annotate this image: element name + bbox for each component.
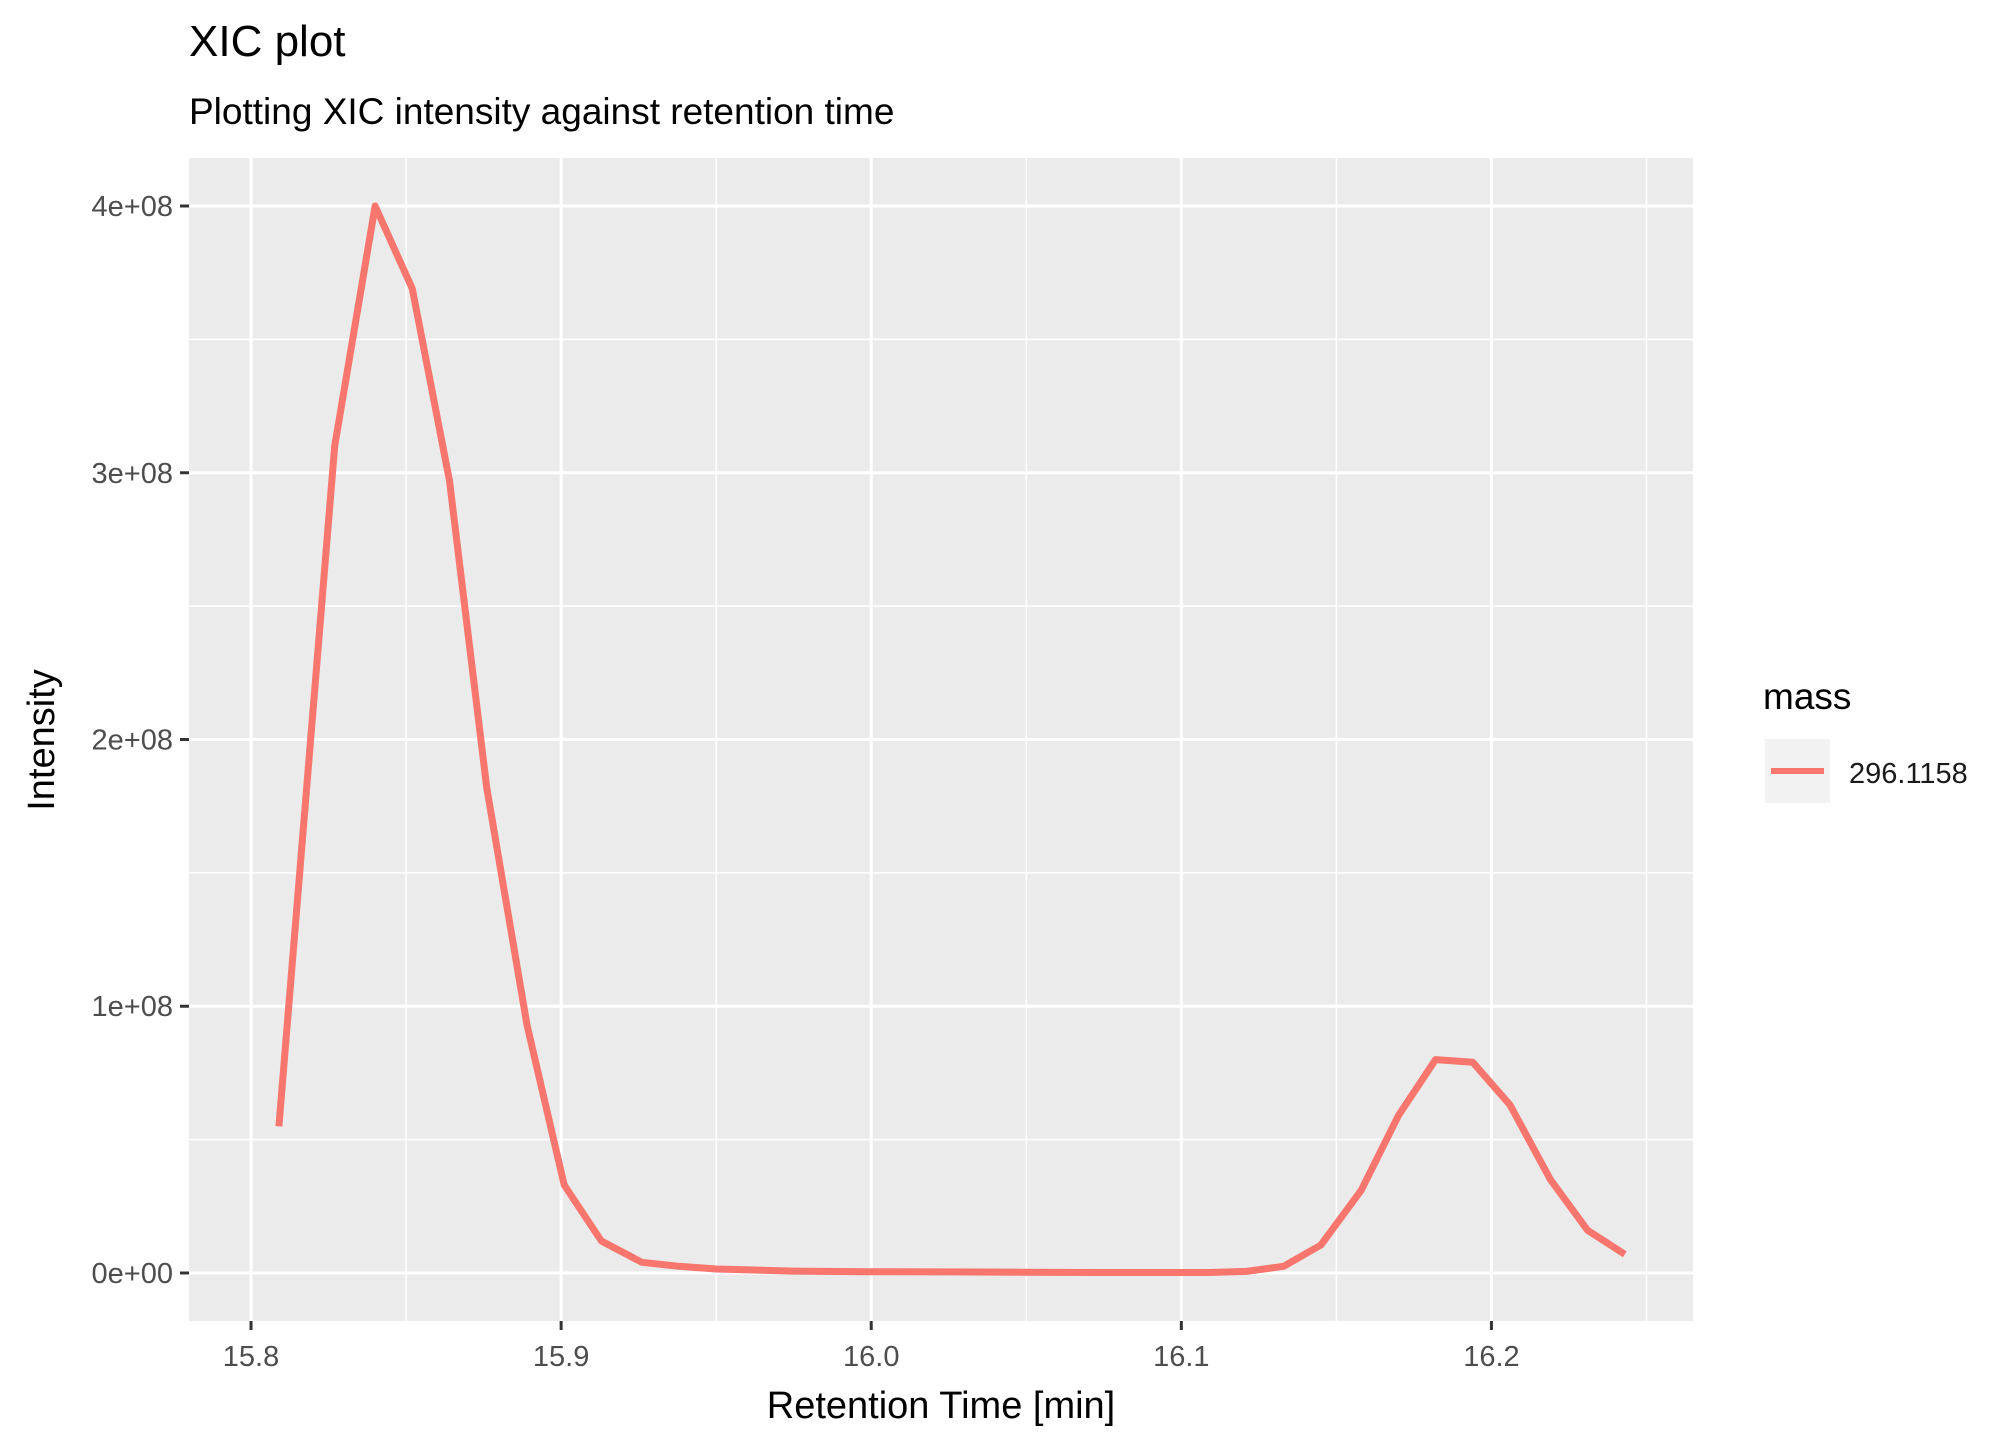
x-axis-label: Retention Time [min] xyxy=(767,1385,1115,1427)
y-tick-label: 4e+08 xyxy=(92,191,173,223)
x-tick-label: 15.8 xyxy=(223,1341,279,1373)
legend-entry-label: 296.1158 xyxy=(1849,758,1968,790)
x-tick-label: 16.1 xyxy=(1153,1341,1209,1373)
y-tick-label: 1e+08 xyxy=(92,991,173,1023)
y-tick-label: 2e+08 xyxy=(92,725,173,757)
axis-ticks: 15.8 15.9 16.0 16.1 16.2 0e+00 1e+08 2e+08 3e+08… xyxy=(92,191,1520,1373)
legend: mass 296.1158 xyxy=(1763,676,1968,803)
x-tick-label: 16.2 xyxy=(1463,1341,1519,1373)
y-tick-label: 3e+08 xyxy=(92,458,173,490)
series-line xyxy=(275,202,1627,1276)
series-layer xyxy=(275,202,1627,1276)
y-tick-label: 0e+00 xyxy=(92,1258,173,1290)
y-axis-label: Intensity xyxy=(21,669,63,811)
x-tick-label: 15.9 xyxy=(533,1341,589,1373)
chart-subtitle: Plotting XIC intensity against retention… xyxy=(189,91,894,132)
chart-title: XIC plot xyxy=(189,17,346,66)
x-tick-label: 16.0 xyxy=(843,1341,899,1373)
legend-title: mass xyxy=(1763,676,1851,717)
